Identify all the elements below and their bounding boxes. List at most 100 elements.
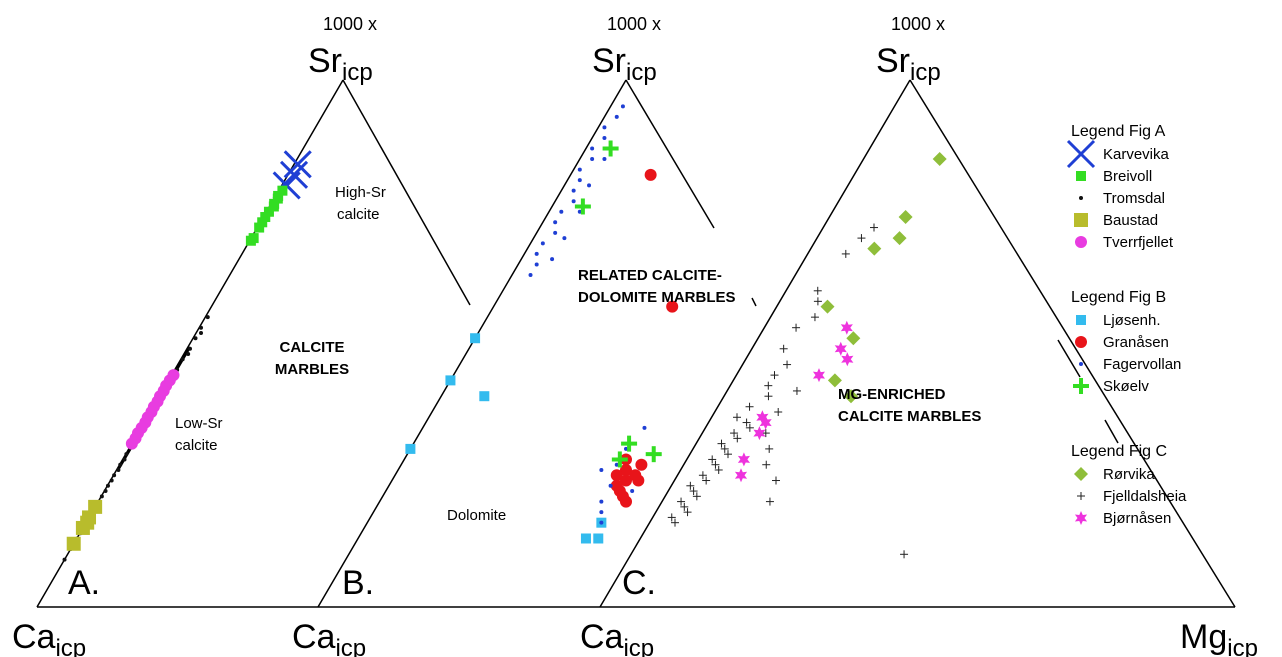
triangle-frame-1 — [36, 79, 471, 608]
data-point — [844, 389, 858, 404]
data-point — [602, 125, 607, 130]
series-baustad — [66, 499, 103, 551]
data-point — [257, 217, 268, 228]
series-bj-rn-sen — [734, 320, 854, 483]
legend-swatch — [1074, 213, 1088, 227]
data-point — [671, 518, 679, 527]
data-point — [620, 463, 632, 476]
series-breivoll — [245, 185, 288, 246]
apex-right-label: Mgicp — [1180, 618, 1258, 657]
data-point — [765, 497, 774, 506]
data-point — [635, 458, 648, 471]
apex-top-label: Sricp — [876, 42, 941, 86]
region-label: MARBLES — [275, 361, 349, 378]
triangle-frame-3 — [599, 79, 1236, 608]
legend-swatch — [1079, 362, 1083, 366]
data-point — [540, 241, 545, 246]
data-point — [112, 473, 117, 478]
legend-title: Legend Fig B — [1071, 289, 1166, 306]
data-point — [445, 375, 456, 386]
region-label: High-Sr — [335, 184, 386, 201]
data-point — [783, 360, 792, 369]
legend-swatch — [1075, 336, 1087, 348]
legend-label: Breivoll — [1103, 168, 1152, 185]
legend-swatch — [1074, 511, 1088, 525]
data-point — [88, 499, 103, 514]
data-point — [534, 251, 539, 256]
data-point — [792, 386, 801, 395]
series-fagervollan — [528, 104, 647, 525]
data-point — [764, 392, 773, 401]
data-point — [534, 262, 539, 267]
region-label: MG-ENRICHED — [838, 386, 946, 403]
data-point — [99, 494, 104, 499]
legend-label: Karvevika — [1103, 146, 1170, 163]
data-point — [734, 468, 748, 483]
region-label: calcite — [175, 437, 218, 454]
data-point — [118, 462, 123, 467]
data-point — [857, 234, 866, 243]
data-point — [774, 408, 783, 417]
region-label: CALCITE — [280, 339, 345, 356]
data-point — [841, 249, 850, 258]
legend-title: Legend Fig C — [1071, 443, 1167, 460]
data-point — [193, 336, 198, 341]
apex-multiplier: 1000 x — [891, 14, 945, 34]
edge-sr-mg — [342, 79, 471, 306]
legend-title: Legend Fig A — [1071, 123, 1166, 140]
panel-1-labels: 1000 x Sricp Caicp A. — [12, 14, 377, 657]
panel-3-labels: 1000 x Sricp Caicp Mgicp C. — [580, 14, 1258, 657]
legend-label: Tromsdal — [1103, 190, 1165, 207]
data-point — [698, 471, 707, 480]
data-point — [180, 357, 185, 362]
panel-2-labels: 1000 x Sricp Caicp B. — [292, 14, 661, 657]
data-point — [599, 520, 604, 525]
legend-label: Skøelv — [1103, 378, 1149, 395]
data-point — [553, 230, 558, 235]
region-label: CALCITE MARBLES — [838, 408, 981, 425]
data-point — [680, 502, 689, 511]
data-point — [122, 457, 127, 462]
data-point — [608, 483, 613, 488]
data-point — [562, 236, 567, 241]
data-point — [283, 150, 312, 179]
data-point — [205, 315, 210, 320]
data-point — [683, 508, 692, 517]
region-label: calcite — [337, 206, 380, 223]
data-point — [834, 341, 847, 356]
data-point — [199, 325, 204, 330]
data-point — [260, 212, 271, 223]
panel-letter: C. — [622, 564, 656, 602]
apex-multiplier: 1000 x — [607, 14, 661, 34]
data-point — [599, 467, 604, 472]
data-point — [692, 492, 701, 501]
data-point — [116, 467, 121, 472]
data-point — [470, 333, 481, 344]
data-point — [765, 444, 774, 453]
legend-swatch — [1076, 315, 1086, 325]
data-point — [105, 483, 110, 488]
data-point — [553, 220, 558, 225]
data-point — [580, 533, 591, 544]
data-point — [614, 462, 619, 467]
data-point — [932, 152, 947, 167]
data-point — [268, 201, 279, 212]
data-point — [779, 344, 788, 353]
legend-swatch — [1073, 378, 1089, 394]
data-point — [186, 352, 191, 357]
data-point — [277, 185, 288, 196]
apex-left-label: Caicp — [580, 618, 654, 657]
data-point — [632, 474, 645, 487]
data-point — [624, 446, 628, 451]
legend-swatch — [1074, 467, 1088, 481]
data-point — [263, 206, 274, 217]
data-point — [846, 331, 861, 346]
data-point — [644, 168, 657, 181]
data-point — [770, 371, 779, 380]
series-gran-sen — [610, 168, 679, 508]
data-point — [587, 183, 592, 188]
edge-sr-mg — [625, 79, 715, 229]
edge-fragment — [1057, 339, 1081, 378]
data-point — [867, 241, 882, 256]
data-point — [724, 450, 732, 459]
